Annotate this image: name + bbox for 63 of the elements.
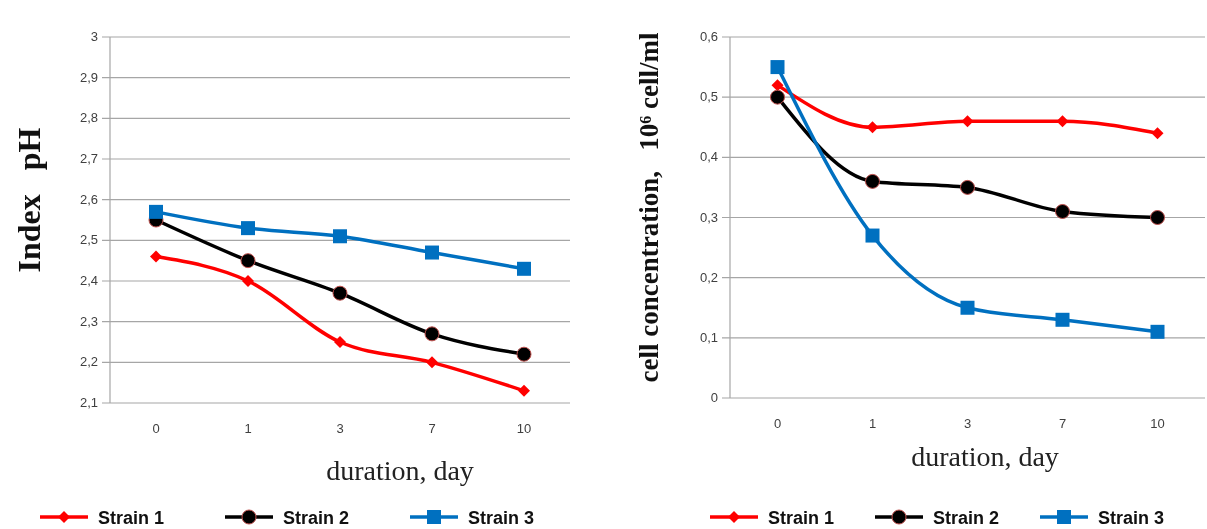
point bbox=[241, 221, 255, 236]
point bbox=[771, 79, 784, 92]
point bbox=[332, 285, 348, 301]
x-tick-label: 3 bbox=[963, 416, 972, 431]
y-tick-label: 2,2 bbox=[79, 354, 98, 370]
legend-label: Strain 1 bbox=[98, 508, 165, 528]
point bbox=[149, 204, 163, 219]
point bbox=[150, 250, 162, 263]
point bbox=[425, 245, 439, 260]
y-tick-label: 3 bbox=[90, 29, 98, 44]
point bbox=[1151, 127, 1164, 140]
y-axis-title: Index pH bbox=[11, 127, 47, 273]
y-tick-label: 0,4 bbox=[699, 149, 718, 165]
point bbox=[333, 229, 347, 244]
point bbox=[865, 228, 880, 243]
y-tick-label: 2,6 bbox=[79, 191, 98, 207]
x-tick-label: 7 bbox=[1058, 416, 1067, 431]
x-tick-label: 1 bbox=[868, 416, 877, 431]
point bbox=[1055, 203, 1070, 219]
y-tick-label: 0,3 bbox=[699, 209, 718, 225]
point bbox=[770, 89, 785, 105]
y-tick-label: 0,5 bbox=[699, 89, 718, 105]
point bbox=[518, 384, 530, 397]
x-axis-title: duration, day bbox=[911, 441, 1059, 472]
x-tick-label: 7 bbox=[428, 421, 436, 436]
y-tick-label: 2,3 bbox=[79, 313, 98, 329]
point bbox=[334, 336, 346, 348]
point bbox=[960, 179, 975, 195]
y-tick-label: 0,1 bbox=[699, 329, 718, 345]
point bbox=[517, 261, 531, 276]
legend-label: Strain 3 bbox=[468, 508, 535, 528]
legend-label: Strain 1 bbox=[768, 508, 835, 528]
y-tick-label: 0,6 bbox=[699, 29, 718, 44]
x-tick-label: 0 bbox=[773, 416, 782, 431]
legend-label: Strain 2 bbox=[283, 508, 350, 528]
legend-label: Strain 2 bbox=[933, 508, 1000, 528]
x-tick-label: 1 bbox=[244, 421, 252, 436]
y-tick-label: 2,8 bbox=[79, 110, 98, 126]
point bbox=[424, 326, 440, 342]
x-tick-label: 3 bbox=[336, 421, 344, 436]
point bbox=[1055, 312, 1070, 327]
y-tick-label: 2,5 bbox=[79, 232, 98, 248]
x-axis-title: duration, day bbox=[326, 455, 474, 486]
point bbox=[770, 60, 785, 75]
y-axis-title: cell concentration, 10⁶ cell/ml bbox=[634, 32, 664, 383]
point bbox=[240, 253, 256, 269]
point bbox=[1150, 324, 1165, 339]
point bbox=[242, 275, 254, 287]
point bbox=[865, 173, 880, 189]
y-tick-label: 2,7 bbox=[79, 151, 98, 166]
point bbox=[426, 356, 438, 369]
y-tick-label: 0,2 bbox=[699, 269, 718, 285]
point bbox=[516, 346, 532, 362]
y-tick-label: 0 bbox=[710, 390, 718, 405]
y-tick-label: 2,4 bbox=[79, 273, 98, 288]
point bbox=[960, 300, 975, 315]
x-tick-label: 10 bbox=[516, 421, 532, 436]
x-tick-label: 10 bbox=[1150, 416, 1165, 431]
legend-label: Strain 3 bbox=[1098, 508, 1165, 528]
point bbox=[1150, 210, 1165, 225]
y-tick-label: 2,1 bbox=[79, 395, 98, 410]
y-tick-label: 2,9 bbox=[79, 69, 98, 85]
x-tick-label: 0 bbox=[152, 421, 160, 436]
